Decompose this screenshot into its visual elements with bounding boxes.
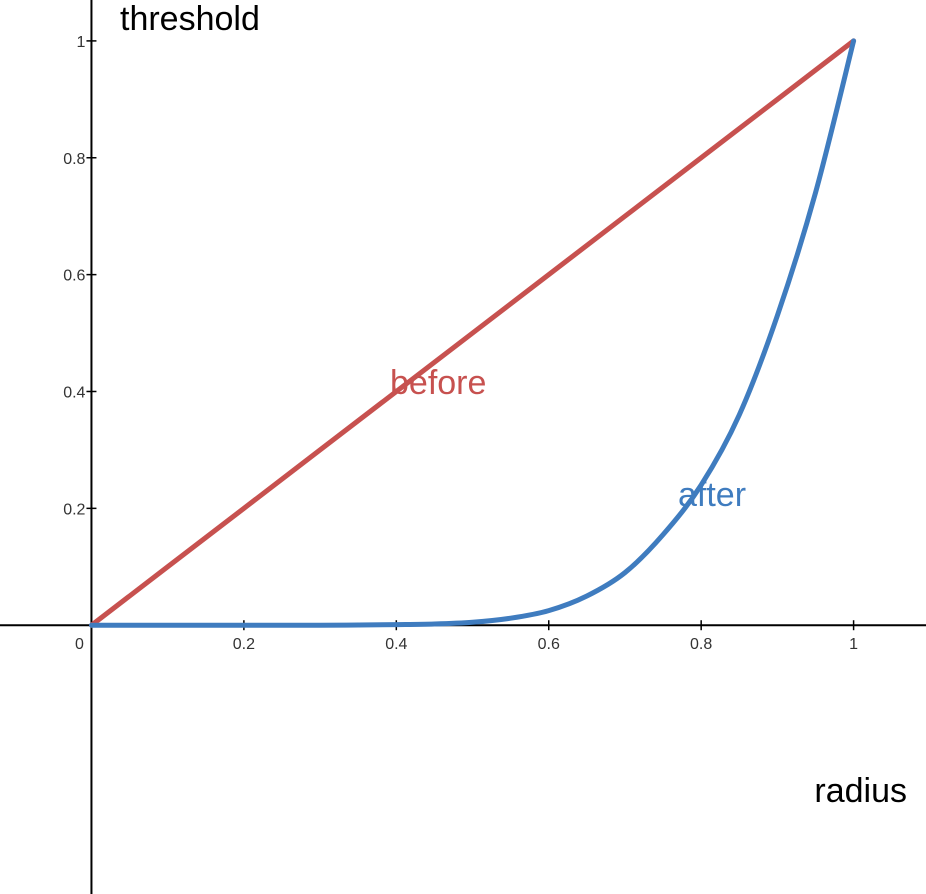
x-tick-label: 0 — [75, 636, 84, 653]
series-label-after: after — [678, 476, 746, 514]
x-tick-label: 0.8 — [690, 636, 712, 653]
y-tick-label: 0.6 — [63, 268, 85, 285]
series-line-before — [88, 38, 857, 628]
ticks: 0 0.2 0.4 0.6 0.8 1 0.2 0.4 0.6 0.8 1 — [63, 34, 858, 653]
series-lines — [88, 38, 857, 628]
y-tick-label: 1 — [77, 34, 86, 51]
y-tick-label: 0.4 — [63, 384, 85, 401]
x-tick-label: 0.2 — [233, 636, 255, 653]
series-label-before: before — [390, 364, 486, 402]
x-tick-label: 1 — [849, 636, 858, 653]
x-tick-label: 0.6 — [538, 636, 560, 653]
series-line-after — [88, 38, 857, 628]
x-tick-label: 0.4 — [385, 636, 407, 653]
y-axis-title: threshold — [120, 0, 260, 38]
y-tick-label: 0.2 — [63, 501, 85, 518]
x-axis-title: radius — [814, 772, 907, 810]
y-tick-label: 0.8 — [63, 151, 85, 168]
